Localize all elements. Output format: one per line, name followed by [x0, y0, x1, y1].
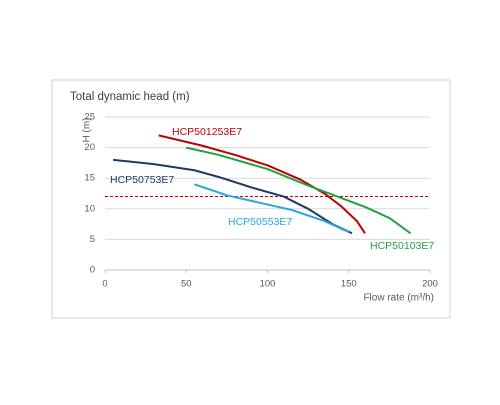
series-label: HCP50553E7 [228, 216, 292, 228]
x-axis-label: Flow rate (m³/h) [363, 293, 434, 304]
x-tick-label: 150 [341, 279, 357, 290]
series-line [194, 183, 350, 233]
y-axis-label: H (m) [82, 118, 93, 143]
x-tick-label: 100 [260, 279, 276, 290]
x-tick-label: 50 [181, 279, 192, 290]
y-tick-label: 20 [84, 142, 95, 153]
x-tick-label: 200 [422, 279, 438, 290]
x-tick-label: 0 [102, 279, 107, 290]
chart-title: Total dynamic head (m) [70, 91, 190, 103]
chart-frame [51, 79, 451, 319]
y-tick-label: 0 [90, 265, 95, 276]
series-label: HCP501253E7 [172, 126, 242, 138]
series-line [186, 146, 412, 235]
series-line [113, 158, 353, 235]
series-line [158, 134, 366, 234]
y-tick-label: 5 [90, 234, 95, 245]
series-label: HCP50753E7 [110, 174, 174, 186]
y-tick-label: 25 [84, 112, 95, 123]
y-tick-label: 10 [84, 203, 95, 214]
y-tick-label: 15 [84, 173, 95, 184]
series-label: HCP50103E7 [370, 240, 434, 252]
